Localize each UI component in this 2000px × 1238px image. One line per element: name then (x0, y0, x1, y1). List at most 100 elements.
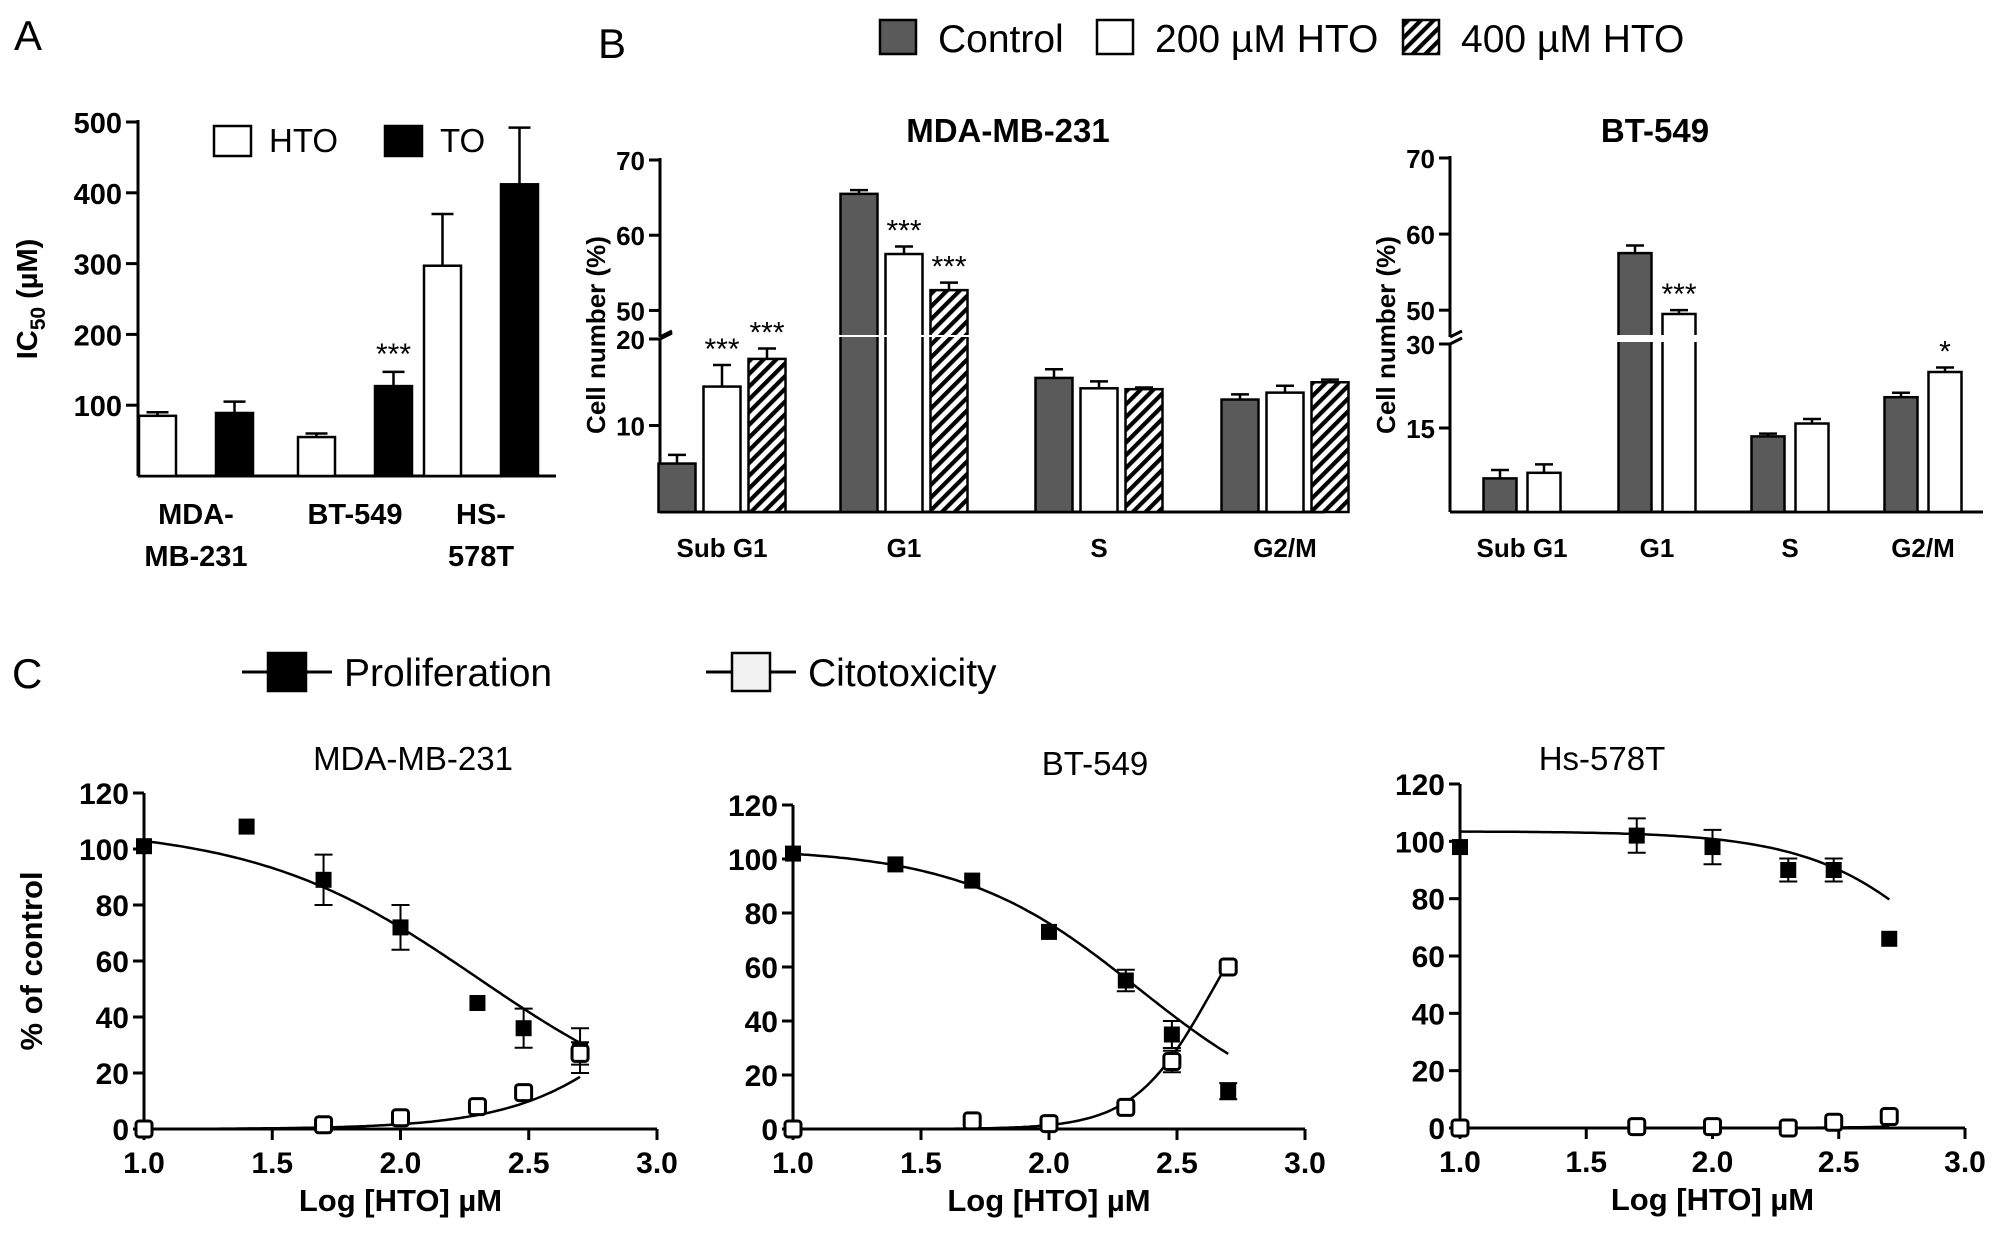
panel-label-c: C (12, 650, 42, 697)
proliferation-point (1041, 923, 1057, 940)
x-tick-label: 3.0 (1284, 1147, 1326, 1180)
bar (1750, 435, 1786, 514)
axis-break-mark (1449, 336, 1463, 346)
bar (747, 357, 787, 514)
axis-break-gap (927, 335, 971, 337)
plot-title: Hs-578T (1539, 740, 1666, 777)
bar (1310, 381, 1350, 514)
x-tick-label: 2.5 (1156, 1147, 1198, 1180)
chart-title: MDA-MB-231 (906, 112, 1110, 149)
proliferation-point (1452, 839, 1468, 856)
panel-a-chart: 100 200 300 400 500 IC50 (µM) *** MDA- MB-231 BT-… (12, 108, 556, 573)
y-tick-label: 20 (1412, 1056, 1445, 1089)
x-category-label: Sub G1 (676, 533, 767, 563)
panel-c-hs578t-plot: 0 20 40 60 80 100 120 1.0 1.5 2.0 2.5 3.0 Log [HTO] … (1395, 740, 1986, 1217)
panel-c-legend: Proliferation Citotoxicity (242, 651, 997, 695)
y-tick-label: 80 (1412, 884, 1445, 917)
y-tick-label: 500 (74, 108, 122, 140)
significance-marker: *** (749, 317, 784, 350)
bar (1265, 391, 1305, 514)
bar (1661, 312, 1697, 514)
cytotoxicity-point (1824, 1112, 1844, 1132)
x-tick-label: 1.0 (1439, 1146, 1481, 1179)
y-tick-label: 50 (1406, 296, 1435, 326)
y-tick-label: 0 (112, 1114, 129, 1147)
proliferation-point (1163, 1026, 1180, 1043)
y-tick-label: 100 (1395, 826, 1445, 859)
x-tick-label: 1.5 (251, 1147, 293, 1180)
proliferation-point (1780, 862, 1797, 878)
proliferation-fit-curve (1459, 830, 1891, 901)
bar-to (214, 411, 255, 478)
significance-marker: *** (886, 215, 921, 248)
plot-title: BT-549 (1042, 745, 1148, 782)
legend-label: TO (440, 122, 485, 159)
y-tick-label: 10 (616, 412, 645, 442)
axis-break-gap (837, 335, 881, 337)
bar-hto (296, 435, 337, 478)
proliferation-fit-curve (143, 839, 581, 1044)
proliferation-point (1825, 862, 1842, 878)
bar (884, 252, 924, 514)
y-tick-label: 70 (616, 146, 645, 176)
cytotoxicity-point (514, 1083, 534, 1103)
x-axis-label: Log [HTO] µM (1611, 1182, 1814, 1217)
cytotoxicity-fit-curve (793, 962, 1230, 1131)
y-tick-label: 120 (728, 790, 778, 823)
bar (1883, 395, 1919, 514)
proliferation-point (1220, 1083, 1237, 1100)
y-tick-label: 0 (1428, 1113, 1445, 1146)
y-axis-label: % of control (14, 871, 49, 1050)
y-label-unit: (µM) (12, 239, 44, 307)
bar (1079, 387, 1119, 514)
chart-title: BT-549 (1601, 112, 1709, 149)
proliferation-point (136, 838, 152, 855)
y-tick-label: 40 (1412, 998, 1445, 1031)
y-tick-label: 50 (616, 296, 645, 326)
x-category-label: BT-549 (307, 499, 402, 531)
panel-c-mda-plot: 0 20 40 60 80 100 120 1.0 1.5 2.0 2.5 3.0 Log [HTO] … (14, 740, 678, 1218)
bar-hto (422, 264, 463, 478)
legend-swatch (1401, 18, 1441, 56)
proliferation-fit-curve (792, 852, 1229, 1055)
axis-break-mark (659, 331, 673, 341)
cytotoxicity-point (962, 1111, 982, 1131)
panel-label-b: B (598, 20, 626, 67)
y-axis-label: IC50 (µM) (12, 239, 50, 360)
x-category-label: MDA- (158, 499, 234, 531)
proliferation-point (515, 1020, 532, 1037)
x-axis-label: Log [HTO] µM (299, 1183, 502, 1218)
cytotoxicity-point (1627, 1117, 1647, 1137)
y-tick-label: 60 (1412, 941, 1445, 974)
legend-label: HTO (269, 122, 338, 159)
bar (1482, 477, 1518, 514)
x-axis-label: Log [HTO] µM (947, 1183, 1150, 1218)
y-tick-label: 120 (79, 778, 129, 811)
legend-marker-cytotoxicity (730, 651, 772, 693)
x-category-label: S (1090, 533, 1107, 563)
y-tick-label: 60 (616, 221, 645, 251)
bar (1927, 370, 1963, 514)
cytotoxicity-fit-curve (144, 1075, 581, 1131)
bar (1617, 251, 1653, 514)
panel-c-bt549-plot: 0 20 40 60 80 100 120 1.0 1.5 2.0 2.5 3.0 Log [HTO] … (728, 745, 1326, 1218)
x-tick-label: 2.5 (508, 1147, 550, 1180)
y-tick-label: 300 (74, 250, 122, 282)
x-category-label: HS- (456, 499, 506, 531)
significance-marker: *** (931, 251, 966, 284)
cytotoxicity-point (1703, 1117, 1722, 1137)
panel-b-legend: Control 200 µM HTO 400 µM HTO (878, 18, 1684, 61)
axis-break-mark (1449, 329, 1463, 339)
bar (929, 288, 969, 514)
y-tick-label: 80 (745, 898, 778, 931)
y-tick-label: 40 (96, 1002, 129, 1035)
bar (1034, 376, 1074, 514)
bar (1220, 398, 1260, 514)
x-category-label: G1 (1640, 533, 1675, 563)
axis-break-gap (1659, 335, 1699, 342)
bar (1124, 387, 1164, 514)
y-tick-label: 60 (1406, 220, 1435, 250)
cytotoxicity-fit-curve (1460, 1125, 1890, 1130)
